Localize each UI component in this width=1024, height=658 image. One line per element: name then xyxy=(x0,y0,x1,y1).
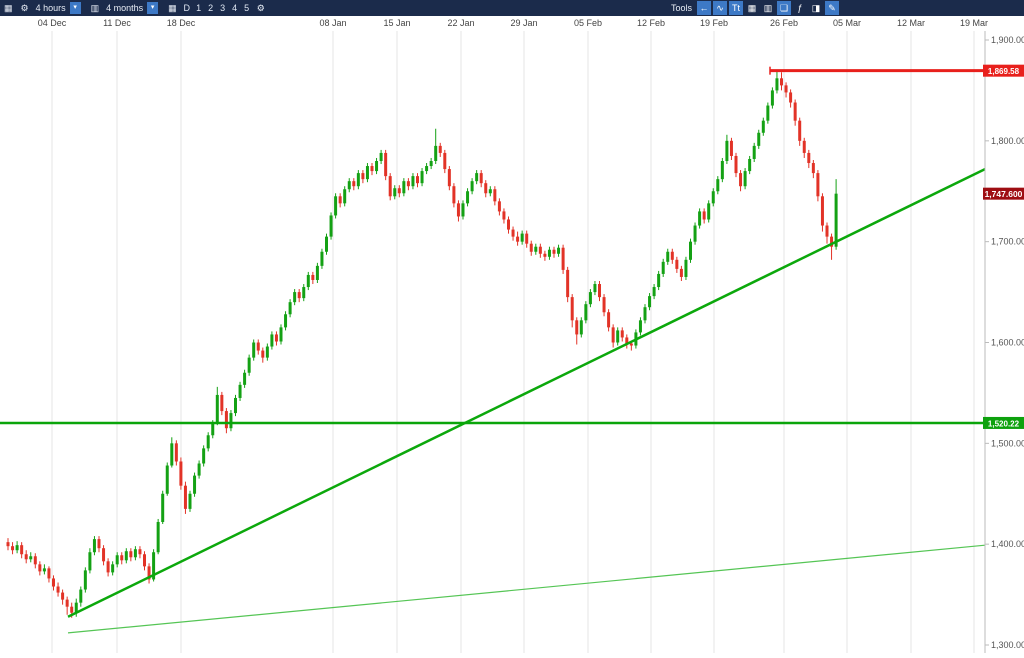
y-axis-label: 1,600.00 xyxy=(991,338,1024,348)
current-price-text: 1,747.600 xyxy=(985,189,1023,199)
x-axis-label: 05 Mar xyxy=(832,18,862,28)
indicator-tool-icon[interactable]: ƒ xyxy=(797,3,803,13)
eraser-tool-icon[interactable]: ◨ xyxy=(811,3,821,13)
trendline-tool-icon[interactable]: ∿ xyxy=(713,1,727,15)
support-price-label: 1,520.22 xyxy=(983,416,1024,429)
tools-label: Tools xyxy=(670,3,692,13)
y-axis-label: 1,800.00 xyxy=(991,136,1024,146)
grid-tool-icon[interactable]: ▦ xyxy=(747,3,757,13)
x-axis-label: 19 Feb xyxy=(699,18,729,28)
text-tool-icon[interactable]: Tt xyxy=(729,1,743,15)
candles-layer xyxy=(6,70,838,618)
range-caret-icon[interactable]: ▾ xyxy=(147,2,159,14)
x-axis-label: 22 Jan xyxy=(447,18,475,28)
x-axis-label: 12 Feb xyxy=(636,18,666,28)
clipboard-tool-icon[interactable]: ❏ xyxy=(777,1,791,15)
draw-tool-icon[interactable]: ✎ xyxy=(825,1,839,15)
chart-area[interactable]: 1,900.00 1,800.00 1,700.00 1,600.00 1,500.00… xyxy=(0,31,1024,653)
y-axis: 1,900.00 1,800.00 1,700.00 1,600.00 1,500.00… xyxy=(984,31,1024,653)
toolbar-end-spacer xyxy=(840,8,1024,9)
support-price-text: 1,520.22 xyxy=(988,419,1020,428)
chart-settings-gear-icon[interactable]: ⚙ xyxy=(256,3,265,13)
x-axis-label: 15 Jan xyxy=(383,18,411,28)
menu-icon[interactable]: ▦ xyxy=(4,3,13,13)
major-uptrend-line[interactable] xyxy=(67,167,986,618)
x-axis-label: 12 Mar xyxy=(896,18,926,28)
x-axis-label: 18 Dec xyxy=(166,18,196,28)
x-axis-label: 29 Jan xyxy=(510,18,538,28)
timeframe-4-button[interactable]: 4 xyxy=(232,3,238,13)
resistance-price-label: 1,869.58 xyxy=(983,64,1024,77)
x-axis-label: 05 Feb xyxy=(573,18,603,28)
settings-gear-icon[interactable]: ⚙ xyxy=(20,3,29,13)
interval-caret-icon[interactable]: ▾ xyxy=(69,2,81,14)
x-axis-date-strip: 04 Dec 11 Dec 18 Dec 08 Jan 15 Jan 22 Jan 29 J… xyxy=(0,16,1024,31)
x-axis-label: 26 Feb xyxy=(769,18,799,28)
y-axis-label: 1,900.00 xyxy=(991,35,1024,45)
y-axis-label: 1,400.00 xyxy=(991,539,1024,549)
timeframe-1-button[interactable]: 1 xyxy=(196,3,202,13)
resistance-price-text: 1,869.58 xyxy=(988,67,1020,76)
chart-style-icon[interactable]: ▥ xyxy=(90,3,100,13)
current-price-label: 1,747.600 xyxy=(983,187,1024,200)
interval-dropdown[interactable]: 4 hours xyxy=(35,3,66,13)
x-axis-label: 19 Mar xyxy=(959,18,989,28)
y-axis-label: 1,500.00 xyxy=(991,438,1024,448)
timeframe-d-button[interactable]: D xyxy=(183,3,190,13)
range-dropdown[interactable]: 4 months xyxy=(106,3,144,13)
timeframe-5-button[interactable]: 5 xyxy=(244,3,250,13)
y-axis-label: 1,300.00 xyxy=(991,640,1024,650)
timeframe-2-button[interactable]: 2 xyxy=(208,3,214,13)
x-axis-label: 11 Dec xyxy=(103,18,131,28)
price-chart-canvas[interactable]: 1,900.00 1,800.00 1,700.00 1,600.00 1,500.00… xyxy=(0,31,1024,653)
x-axis-label: 08 Jan xyxy=(319,18,347,28)
timeframe-3-button[interactable]: 3 xyxy=(220,3,226,13)
undo-icon[interactable]: ← xyxy=(697,1,711,15)
minor-uptrend-line[interactable] xyxy=(67,544,986,634)
gridlines-layer xyxy=(51,31,975,653)
candlestick-tool-icon[interactable]: ▥ xyxy=(763,3,773,13)
y-axis-label: 1,700.00 xyxy=(991,237,1024,247)
layout-grid-icon[interactable]: ▦ xyxy=(168,3,177,13)
x-axis-label: 04 Dec xyxy=(37,18,67,28)
tool-icon-group: ← ∿ Tt ▦ ▥ ❏ ƒ ◨ ✎ xyxy=(696,1,840,15)
